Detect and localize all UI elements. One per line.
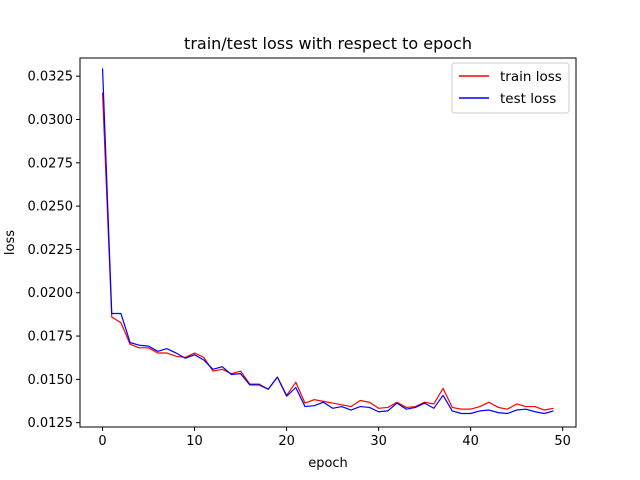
chart-title: train/test loss with respect to epoch <box>184 34 472 53</box>
y-tick-label: 0.0200 <box>28 286 74 301</box>
x-tick-label: 50 <box>554 434 571 449</box>
legend-label: train loss <box>500 69 562 85</box>
series-line-test-loss <box>101 68 554 415</box>
plot-area <box>79 57 577 428</box>
series-lines <box>101 68 554 415</box>
x-tick-label: 20 <box>278 434 295 449</box>
y-tick-label: 0.0300 <box>28 113 74 128</box>
x-tick-label: 40 <box>462 434 479 449</box>
y-tick-label: 0.0225 <box>28 243 74 258</box>
axes-frame <box>79 57 577 428</box>
x-axis-ticks: 0 10 20 30 40 50 <box>98 427 571 449</box>
y-tick-label: 0.0250 <box>28 200 74 215</box>
y-axis-label: loss <box>3 230 18 255</box>
legend: train loss test loss <box>451 62 570 114</box>
x-tick-label: 30 <box>370 434 387 449</box>
series-line-train-loss <box>101 92 554 411</box>
y-axis-ticks: 0.0125 0.0150 0.0175 0.0200 0.0225 0.0250 0.02… <box>28 70 80 431</box>
legend-label: test loss <box>500 91 556 107</box>
y-tick-label: 0.0125 <box>28 416 74 431</box>
x-tick-label: 0 <box>98 434 106 449</box>
y-tick-label: 0.0175 <box>28 330 74 345</box>
x-tick-label: 10 <box>186 434 203 449</box>
y-tick-label: 0.0275 <box>28 156 74 171</box>
y-tick-label: 0.0150 <box>28 373 74 388</box>
y-tick-label: 0.0325 <box>28 70 74 85</box>
x-axis-label: epoch <box>308 456 348 471</box>
